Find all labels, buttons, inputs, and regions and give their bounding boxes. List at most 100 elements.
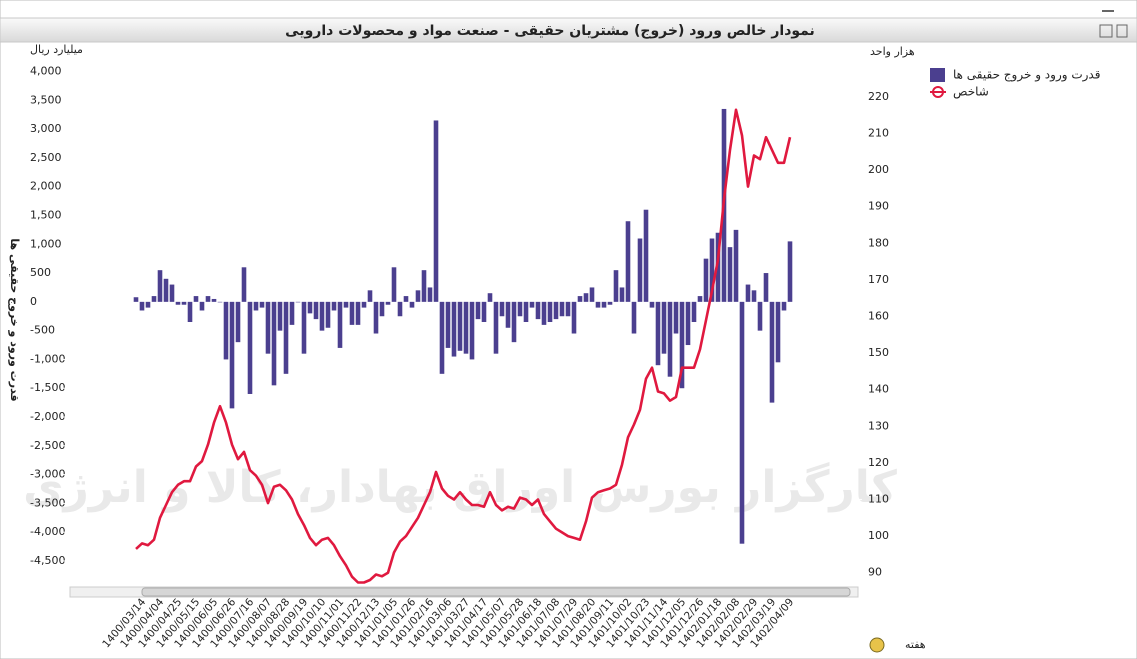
bar	[223, 301, 229, 360]
y2-tick-label: 100	[868, 529, 889, 542]
bar	[679, 301, 685, 389]
bar	[427, 287, 433, 302]
bar	[241, 267, 247, 302]
bar	[787, 241, 793, 302]
bar	[523, 301, 529, 322]
bar	[661, 301, 667, 354]
y-tick-label: -1,500	[30, 381, 65, 394]
bar	[385, 301, 391, 305]
bar	[331, 301, 337, 311]
watermark: کارگزار بورس اوراق بهادار، کالا و انرژی	[23, 461, 897, 513]
bar	[547, 301, 553, 322]
bar	[781, 301, 787, 311]
bar	[421, 270, 427, 302]
bar	[559, 301, 565, 317]
bar	[157, 270, 163, 302]
bar	[589, 287, 595, 302]
bar	[175, 301, 181, 305]
bar	[757, 301, 763, 331]
y-tick-label: -4,000	[30, 525, 65, 538]
legend-swatch	[932, 86, 944, 98]
y2-tick-label: 210	[868, 127, 889, 140]
bar	[379, 301, 385, 317]
bar	[319, 301, 325, 331]
y2-tick-label: 90	[868, 566, 882, 579]
y-tick-label: 4,000	[30, 65, 62, 78]
index-line	[135, 108, 792, 584]
bar	[565, 301, 571, 317]
bar	[295, 301, 301, 303]
bar	[217, 301, 223, 303]
bar	[637, 238, 643, 302]
bar	[169, 284, 175, 302]
reset-icon[interactable]	[869, 637, 885, 653]
bar	[475, 301, 481, 320]
bar	[133, 297, 139, 302]
bar	[163, 278, 169, 302]
bar	[145, 301, 151, 308]
y-tick-label: -500	[30, 324, 55, 337]
y2-tick-label: 150	[868, 346, 889, 359]
bar	[469, 301, 475, 360]
bar	[745, 284, 751, 302]
bar	[181, 301, 187, 305]
bar	[655, 301, 661, 366]
y-tick-label: 2,000	[30, 180, 62, 193]
y2-tick-label: 180	[868, 236, 889, 249]
bar	[283, 301, 289, 374]
y-tick-label: -1,000	[30, 352, 65, 365]
bar	[685, 301, 691, 346]
bar	[307, 301, 313, 314]
y-tick-label: -2,500	[30, 439, 65, 452]
bar	[751, 290, 757, 302]
chart-title: نمودار خالص ورود (خروج) مشتریان حقیقی - …	[285, 23, 815, 39]
bar	[439, 301, 445, 374]
legend-label: شاخص	[953, 85, 989, 100]
y2-tick-label: 220	[868, 90, 889, 103]
print-icon[interactable]	[1099, 24, 1113, 38]
bar	[613, 270, 619, 302]
y-tick-label: -4,500	[30, 554, 65, 567]
scrollbar[interactable]	[69, 586, 859, 598]
bar	[643, 209, 649, 302]
minimize-icon[interactable]	[1102, 10, 1114, 12]
y-tick-label: 1,000	[30, 237, 62, 250]
bar	[553, 301, 559, 320]
y2-tick-label: 190	[868, 200, 889, 213]
bar	[619, 287, 625, 302]
bar	[451, 301, 457, 357]
bar	[325, 301, 331, 328]
legend-swatch	[930, 68, 945, 82]
bar	[601, 301, 607, 308]
y-tick-label: 1,500	[30, 208, 62, 221]
y2-tick-label: 170	[868, 273, 889, 286]
y-tick-label: 0	[30, 295, 37, 308]
bar	[433, 120, 439, 302]
bar	[187, 301, 193, 322]
bar	[349, 301, 355, 325]
bar	[499, 301, 505, 317]
scroll-thumb[interactable]	[141, 587, 851, 597]
bar	[361, 301, 367, 308]
y-axis-title: قدرت ورود و خروج حقیقی ها	[7, 238, 21, 401]
y-unit: میلیارد ریال	[30, 43, 83, 56]
bar	[139, 301, 145, 311]
bar	[535, 301, 541, 320]
y2-tick-label: 130	[868, 419, 889, 432]
export-icon[interactable]	[1116, 24, 1128, 38]
bar	[235, 301, 241, 343]
y2-unit: هزار واحد	[870, 45, 915, 58]
bar	[517, 301, 523, 317]
title-bar	[0, 17, 1137, 43]
bar	[343, 301, 349, 308]
bar	[505, 301, 511, 328]
bar	[205, 296, 211, 302]
bar	[727, 247, 733, 302]
bar	[775, 301, 781, 363]
window-controls[interactable]	[1099, 10, 1128, 38]
y-tick-label: 500	[30, 266, 51, 279]
bar	[415, 290, 421, 302]
bar	[631, 301, 637, 334]
bar	[607, 301, 613, 305]
